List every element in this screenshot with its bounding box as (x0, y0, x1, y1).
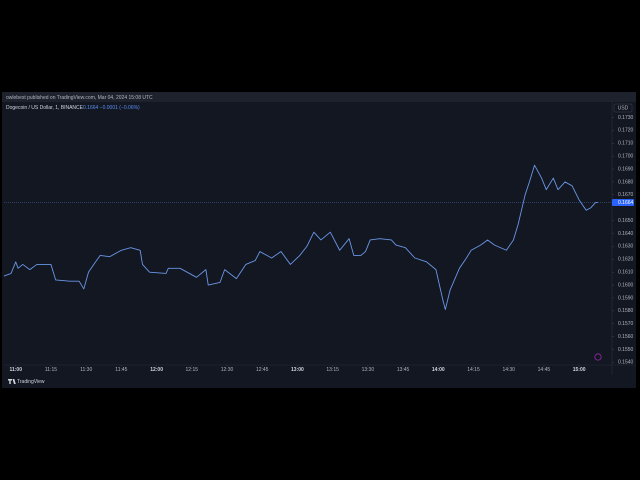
x-tick-label: 11:45 (115, 367, 127, 373)
x-tick-label: 12:00 (150, 367, 163, 373)
compass-icon[interactable] (594, 353, 602, 361)
x-tick-label: 14:00 (432, 367, 445, 373)
footer-text: TradingView (17, 379, 45, 385)
header-bar (2, 92, 636, 102)
x-tick-label: 14:15 (467, 367, 480, 373)
y-tick-label: 0.1640 (618, 231, 634, 237)
legend-values: 0.1664 −0.0001 (−0.06%) (83, 105, 140, 111)
currency-box[interactable] (613, 103, 633, 113)
y-tick-label: 0.1540 (618, 360, 634, 366)
y-tick-label: 0.1630 (618, 244, 634, 250)
currency[interactable]: USD (618, 106, 629, 112)
x-tick-label: 13:15 (326, 367, 339, 373)
y-tick-label: 0.1560 (618, 334, 634, 340)
y-tick-label: 0.1650 (618, 218, 634, 224)
y-tick-label: 0.1720 (618, 128, 634, 134)
x-tick-label: 13:00 (291, 367, 304, 373)
panel (2, 92, 636, 388)
y-tick-label: 0.1690 (618, 166, 634, 172)
x-tick-label: 13:45 (397, 367, 410, 373)
y-tick-label: 0.1700 (618, 153, 634, 159)
x-tick-label: 13:30 (362, 367, 375, 373)
y-tick-label: 0.1580 (618, 308, 634, 314)
y-tick-label: 0.1730 (618, 115, 634, 121)
y-tick-label: 0.1620 (618, 257, 634, 263)
y-tick-label: 0.1570 (618, 321, 634, 327)
x-tick-label: 12:30 (221, 367, 234, 373)
y-tick-label: 0.1550 (618, 347, 634, 353)
x-tick-label: 12:45 (256, 367, 269, 373)
last-price-badge (612, 199, 634, 207)
last-price-label: 0.1664 (618, 200, 634, 206)
x-tick-label: 15:00 (573, 367, 586, 373)
x-tick-label: 11:30 (80, 367, 92, 373)
header-text: owlebest published on TradingView.com, M… (6, 95, 153, 101)
y-tick-label: 0.1680 (618, 179, 634, 185)
y-tick-label: 0.1710 (618, 141, 634, 147)
logo-icon (8, 379, 16, 384)
y-tick-label: 0.1610 (618, 270, 634, 276)
y-tick-label: 0.1670 (618, 192, 634, 198)
y-tick-label: 0.1600 (618, 282, 634, 288)
x-tick-label: 14:45 (538, 367, 551, 373)
y-tick-label: 0.1590 (618, 295, 634, 301)
x-tick-label: 12:15 (186, 367, 199, 373)
x-tick-label: 14:30 (502, 367, 515, 373)
price-line (3, 164, 598, 311)
x-tick-label: 11:00 (9, 367, 22, 373)
legend-title: Dogecoin / US Dollar, 1, BINANCE (6, 105, 84, 111)
x-tick-label: 11:15 (45, 367, 57, 373)
